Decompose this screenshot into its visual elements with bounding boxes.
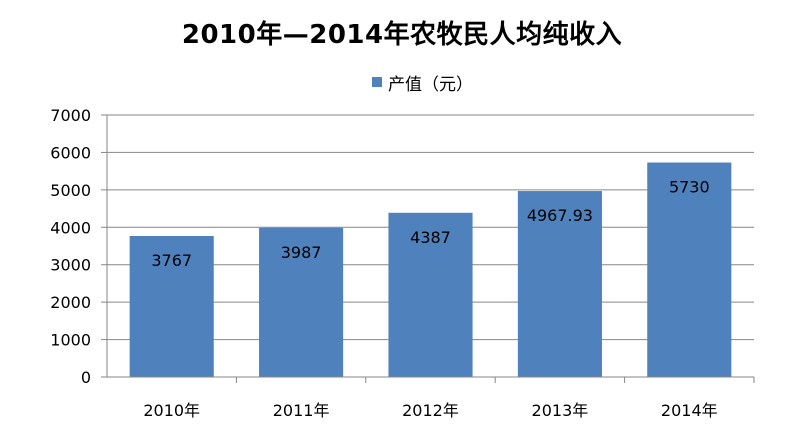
axes xyxy=(106,115,754,378)
chart-title: 2010年—2014年农牧民人均纯收入 xyxy=(181,20,623,50)
y-tick-label: 6000 xyxy=(50,143,91,162)
y-tick-label: 5000 xyxy=(50,181,91,200)
x-tick-label: 2013年 xyxy=(532,401,589,420)
bar xyxy=(388,212,473,377)
x-tick-label: 2011年 xyxy=(273,401,330,420)
data-label: 4967.93 xyxy=(527,206,593,225)
bar xyxy=(259,227,344,377)
y-tick-label: 3000 xyxy=(50,256,91,275)
x-axis-ticks: 2010年 2011年 2012年 2013年 2014年 xyxy=(143,377,755,420)
y-tick-label: 1000 xyxy=(50,331,91,350)
bar xyxy=(517,191,602,377)
y-axis-ticks: 0 1000 2000 3000 4000 5000 6000 7000 xyxy=(50,106,107,387)
bar xyxy=(129,236,214,377)
y-tick-label: 0 xyxy=(81,368,91,387)
legend-swatch xyxy=(372,77,382,87)
legend: 产值（元） xyxy=(372,72,473,95)
bar xyxy=(647,162,732,377)
data-label: 3767 xyxy=(151,251,192,270)
data-labels: 3767 3987 4387 4967.93 5730 xyxy=(151,178,709,270)
x-tick-label: 2012年 xyxy=(402,401,459,420)
x-tick-label: 2010年 xyxy=(143,401,200,420)
y-tick-label: 2000 xyxy=(50,293,91,312)
data-label: 5730 xyxy=(669,178,710,197)
y-tick-label: 4000 xyxy=(50,218,91,237)
bars xyxy=(129,162,732,377)
x-tick-label: 2014年 xyxy=(661,401,718,420)
y-tick-label: 7000 xyxy=(50,106,91,125)
data-label: 4387 xyxy=(410,228,451,247)
data-label: 3987 xyxy=(281,243,322,262)
legend-label: 产值（元） xyxy=(388,74,473,95)
